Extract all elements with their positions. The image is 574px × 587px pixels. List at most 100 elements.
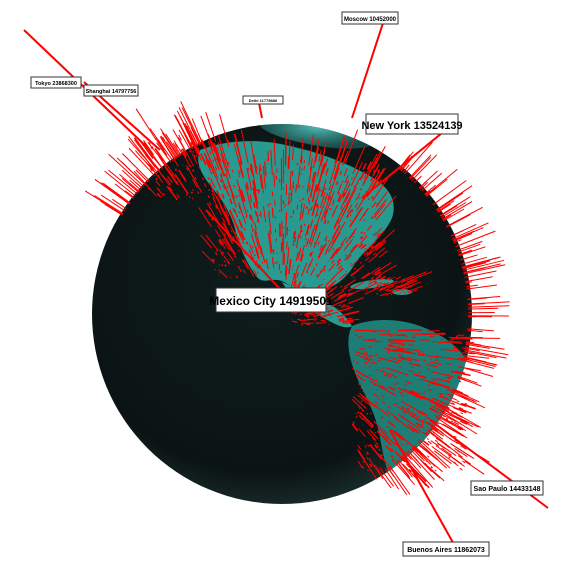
population-spike [400,367,401,368]
city-label-buenos-aires[interactable]: Buenos Aires 11862073 [403,542,489,556]
population-spike [452,391,477,402]
population-spike [253,258,254,259]
population-spike [247,242,248,245]
population-spike [304,224,305,226]
population-spike [320,271,321,272]
population-spike [449,457,451,458]
population-spike [402,411,403,412]
population-spike [351,274,352,275]
population-spike [326,188,327,190]
city-label-delhi[interactable]: Delhi 11779886 [243,96,283,104]
population-spike [206,112,216,141]
population-spike [394,404,395,405]
population-spike [365,446,366,447]
population-spike [218,143,219,145]
population-spike [175,169,176,171]
population-spike [391,294,392,295]
city-label-shanghai[interactable]: Shanghai 14797756 [84,85,138,96]
population-spike [233,236,234,238]
population-spike [445,341,461,342]
population-spike [370,403,372,404]
population-spike [397,383,398,384]
city-label-text: Buenos Aires 11862073 [407,547,485,554]
population-spike [373,175,374,177]
land-hispaniola [392,289,412,295]
population-spike [378,399,379,400]
population-spike [368,361,369,362]
population-spike [367,420,368,421]
city-label-moscow[interactable]: Moscow 10452000 [342,12,398,24]
population-spike [381,288,384,289]
population-spike [222,218,223,219]
population-spike [219,265,220,266]
population-spike [402,291,403,292]
population-spike [369,339,375,340]
population-spike [451,421,453,422]
population-spike [358,412,359,413]
population-spike [381,454,382,456]
population-spike [419,373,421,374]
population-spike [288,156,289,169]
population-spike [230,259,231,260]
population-spike [345,299,346,300]
population-spike [230,277,231,278]
population-spike [359,211,360,213]
population-spike [316,274,317,275]
population-spike [327,309,329,310]
population-spike [385,469,398,489]
population-spike [360,262,361,263]
population-spike [219,273,220,274]
population-spike [294,232,295,239]
city-label-text: Sao Paulo 14433148 [474,486,541,493]
population-spike [191,192,192,194]
population-spike [348,306,349,307]
population-spike [460,468,463,470]
population-spike [285,131,286,164]
population-spike [418,380,420,381]
population-spike [365,248,366,249]
population-spike [338,299,339,300]
city-label-text: Moscow 10452000 [344,17,397,23]
population-spike [448,381,450,382]
population-spike [217,250,218,251]
population-spike [388,345,393,346]
population-spike [306,238,307,240]
population-spike [456,417,479,427]
population-spike [428,441,431,444]
population-spike [349,201,350,203]
population-spike [240,192,241,194]
population-spike [438,201,455,212]
population-spike [359,429,360,430]
population-spike [424,393,426,394]
population-spike [369,366,370,367]
population-spike [216,158,217,160]
city-label-mexico-city[interactable]: Mexico City 14919501 [209,288,333,312]
population-spike [372,197,373,199]
population-spike [465,461,484,474]
population-spike [342,181,343,183]
population-spike [382,368,384,369]
city-label-sao-paulo[interactable]: Sao Paulo 14433148 [471,481,543,495]
city-label-tokyo[interactable]: Tokyo 23868300 [31,77,81,88]
population-spike [101,183,130,204]
population-spike [227,140,228,143]
population-spike [426,179,447,196]
population-spike [321,320,325,321]
population-spike [422,354,425,355]
population-spike [412,155,437,181]
population-spike [317,214,318,216]
population-spike [448,377,450,378]
population-spike [468,302,510,304]
population-spike [225,174,226,176]
population-spike [366,290,367,291]
population-spike [218,148,219,150]
population-spike [222,265,223,266]
population-spike [427,369,430,370]
population-spike [401,394,402,395]
population-spike [253,246,254,248]
city-label-text: Delhi 11779886 [249,98,278,103]
city-label-new-york[interactable]: New York 13524139 [361,114,462,134]
population-spike [224,203,225,205]
population-spike [216,254,217,255]
